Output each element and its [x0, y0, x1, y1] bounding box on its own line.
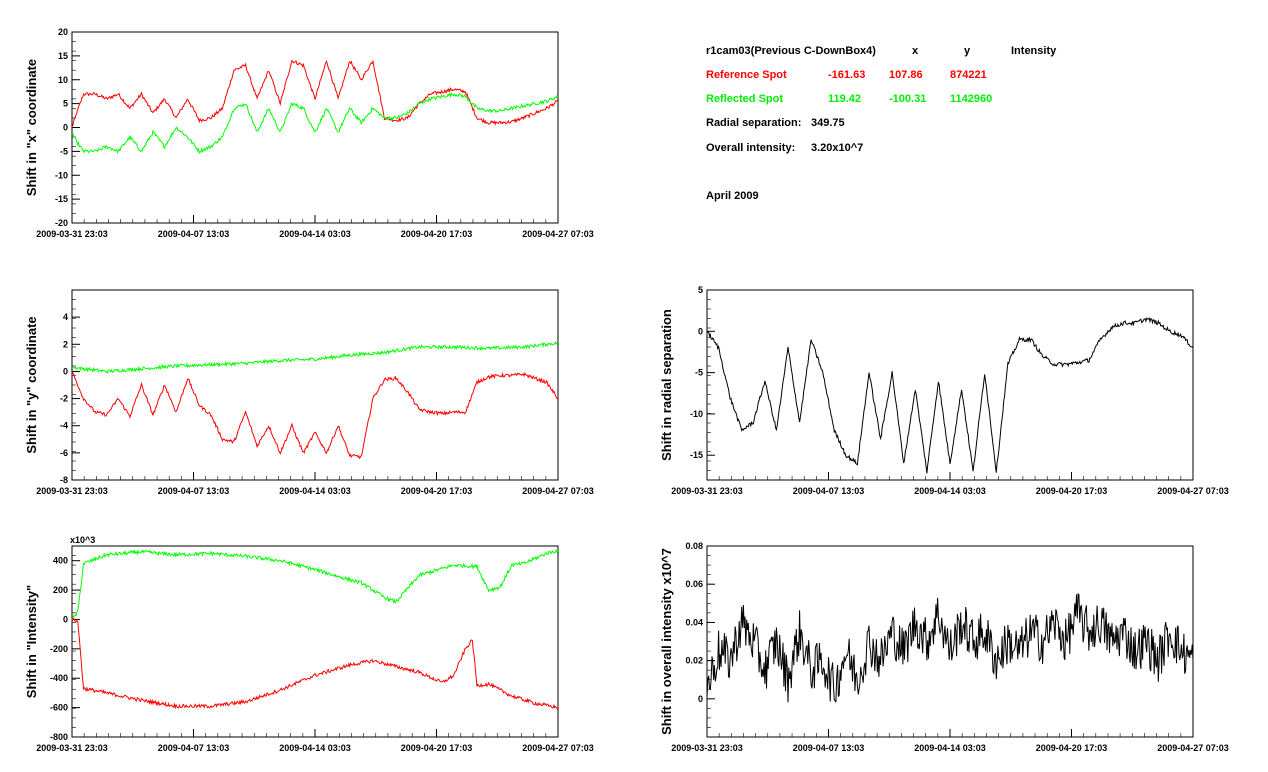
- plot-frame-x: [71, 31, 559, 224]
- date-label: April 2009: [706, 190, 759, 202]
- x-tick-label-radial: 2009-04-14 03:03: [914, 486, 986, 496]
- plot-y: -8 -6 -4 -2 0 2 4 2009-03-31 23:03 2009-04-07 13…: [24, 289, 594, 496]
- y-tick-label-overall: 0: [698, 694, 703, 704]
- y-tick-label-radial: 0: [698, 326, 703, 336]
- y-tick-label-y: -6: [60, 448, 68, 458]
- plot-frame-y: [71, 289, 559, 481]
- series-line-y-1: [71, 371, 559, 460]
- plot-intensity: -800 -600 -400 -200 0 200 400 2009-03-31 23:03 2…: [24, 535, 594, 753]
- reflected-spot-label: Reflected Spot: [706, 93, 784, 105]
- y-tick-label-y: 0: [63, 366, 68, 376]
- y-axis-exponent-intensity: x10^3: [70, 535, 95, 545]
- y-tick-label-overall: 0.06: [685, 579, 703, 589]
- y-tick-label-y: 2: [63, 339, 68, 349]
- overall-intensity-value: 3.20x10^7: [811, 142, 864, 154]
- y-tick-label-intensity: -400: [50, 673, 68, 683]
- y-axis-title-overall: Shift in overall intensity x10^7: [659, 548, 674, 735]
- y-tick-label-radial: -15: [690, 450, 703, 460]
- info-header-y: y: [964, 45, 971, 57]
- x-tick-label-y: 2009-04-20 17:03: [401, 486, 473, 496]
- y-tick-label-y: 4: [63, 312, 68, 322]
- info-header-x: x: [912, 45, 919, 57]
- y-tick-label-radial: 5: [698, 285, 703, 295]
- x-tick-label-y: 2009-03-31 23:03: [36, 486, 108, 496]
- y-tick-label-x: -20: [55, 218, 68, 228]
- y-tick-label-radial: -10: [690, 409, 703, 419]
- y-tick-label-x: -10: [55, 170, 68, 180]
- y-tick-label-intensity: -800: [50, 732, 68, 742]
- x-tick-label-overall: 2009-04-20 17:03: [1036, 743, 1108, 753]
- y-tick-label-intensity: 0: [63, 614, 68, 624]
- y-tick-label-x: 20: [58, 27, 68, 37]
- x-tick-label-x: 2009-03-31 23:03: [36, 229, 108, 239]
- y-tick-label-x: -5: [60, 146, 68, 156]
- reflected-spot-y: -100.31: [889, 93, 927, 105]
- y-tick-label-intensity: -200: [50, 644, 68, 654]
- x-tick-label-radial: 2009-03-31 23:03: [671, 486, 743, 496]
- radial-separation-label: Radial separation:: [706, 117, 802, 129]
- overall-intensity-label: Overall intensity:: [706, 142, 796, 154]
- plot-radial: -15 -10 -5 0 5 2009-03-31 23:03 2009-04-07 13:…: [659, 285, 1229, 496]
- x-tick-label-radial: 2009-04-20 17:03: [1036, 486, 1108, 496]
- y-axis-title-y: Shift in "y" coordinate: [24, 316, 39, 453]
- series-line-overall-0: [706, 592, 1194, 703]
- x-tick-label-overall: 2009-04-14 03:03: [914, 743, 986, 753]
- x-tick-label-overall: 2009-04-07 13:03: [793, 743, 865, 753]
- y-tick-label-intensity: -600: [50, 703, 68, 713]
- x-tick-label-intensity: 2009-03-31 23:03: [36, 743, 108, 753]
- y-tick-label-y: -4: [60, 421, 68, 431]
- x-tick-label-x: 2009-04-27 07:03: [522, 229, 594, 239]
- plot-frame-radial: [706, 289, 1194, 481]
- x-tick-label-radial: 2009-04-07 13:03: [793, 486, 865, 496]
- reference-spot-y: 107.86: [889, 69, 923, 81]
- x-tick-label-x: 2009-04-14 03:03: [279, 229, 351, 239]
- plot-frame-intensity: [71, 545, 559, 738]
- y-tick-label-x: 15: [58, 51, 68, 61]
- series-line-x-1: [71, 91, 559, 154]
- x-tick-label-x: 2009-04-20 17:03: [401, 229, 473, 239]
- y-tick-label-x: 5: [63, 99, 68, 109]
- radial-separation-value: 349.75: [811, 117, 845, 129]
- info-header-name: r1cam03(Previous C-DownBox4): [706, 45, 876, 57]
- reflected-spot-intensity: 1142960: [950, 93, 993, 105]
- x-tick-label-intensity: 2009-04-07 13:03: [158, 743, 230, 753]
- series-line-intensity-0: [71, 548, 559, 620]
- series-line-x-0: [71, 59, 559, 128]
- y-tick-label-x: 0: [63, 123, 68, 133]
- y-tick-label-x: 10: [58, 75, 68, 85]
- x-tick-label-intensity: 2009-04-14 03:03: [279, 743, 351, 753]
- x-tick-label-radial: 2009-04-27 07:03: [1157, 486, 1229, 496]
- reference-spot-label: Reference Spot: [706, 69, 787, 81]
- y-tick-label-radial: -5: [695, 368, 703, 378]
- y-axis-title-x: Shift in "x" coordinate: [24, 59, 39, 196]
- info-header-intensity: Intensity: [1011, 45, 1057, 57]
- x-tick-label-x: 2009-04-07 13:03: [158, 229, 230, 239]
- y-tick-label-intensity: 400: [53, 556, 68, 566]
- x-tick-label-overall: 2009-03-31 23:03: [671, 743, 743, 753]
- y-tick-label-overall: 0.04: [685, 617, 703, 627]
- x-tick-label-overall: 2009-04-27 07:03: [1157, 743, 1229, 753]
- reference-spot-intensity: 874221: [950, 69, 987, 81]
- y-tick-label-overall: 0.08: [685, 541, 703, 551]
- x-tick-label-y: 2009-04-07 13:03: [158, 486, 230, 496]
- reference-spot-x: -161.63: [828, 69, 866, 81]
- plot-x: -20 -15 -10 -5 0 5 10 15 20 2009-03-31 23:03 2009-…: [24, 27, 594, 239]
- y-axis-title-radial: Shift in radial separation: [659, 309, 674, 461]
- series-line-y-0: [71, 340, 559, 375]
- reflected-spot-x: 119.42: [828, 93, 862, 105]
- x-tick-label-y: 2009-04-27 07:03: [522, 486, 594, 496]
- y-axis-title-intensity: Shift in "Intensity": [24, 585, 39, 698]
- series-line-intensity-1: [71, 617, 559, 710]
- x-tick-label-y: 2009-04-14 03:03: [279, 486, 351, 496]
- x-tick-label-intensity: 2009-04-27 07:03: [522, 743, 594, 753]
- y-tick-label-y: -8: [60, 475, 68, 485]
- y-tick-label-overall: 0.02: [685, 656, 703, 666]
- plot-overall: 0 0.02 0.04 0.06 0.08 2009-03-31 23:03 2009-04…: [659, 541, 1229, 753]
- y-tick-label-intensity: 200: [53, 585, 68, 595]
- y-tick-label-x: -15: [55, 194, 68, 204]
- x-tick-label-intensity: 2009-04-20 17:03: [401, 743, 473, 753]
- y-tick-label-y: -2: [60, 394, 68, 404]
- series-line-radial-0: [706, 317, 1194, 474]
